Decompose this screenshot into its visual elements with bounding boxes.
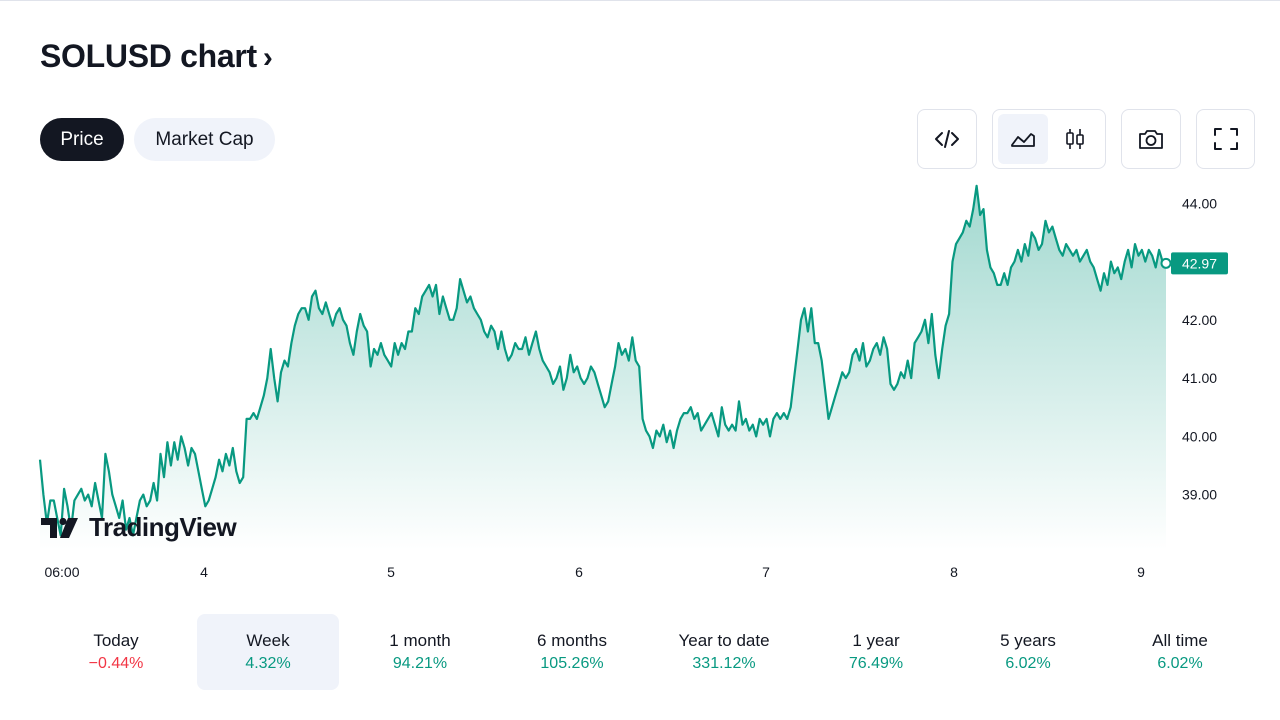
embed-button[interactable] [917,109,977,169]
x-axis: 06:00 4 5 6 7 8 9 [44,564,1145,580]
last-price-label: 42.97 [1182,255,1217,271]
chart-style-toggle [992,109,1106,169]
period-value: 94.21% [392,655,448,672]
y-tick-label: 39.00 [1182,487,1217,503]
period-value: 4.32% [245,655,291,672]
camera-icon [1139,130,1163,149]
tab-market-cap[interactable]: Market Cap [134,118,275,161]
period-label: 6 months [537,631,607,650]
tab-price[interactable]: Price [40,118,124,161]
x-tick-label: 5 [387,564,395,580]
code-icon [935,130,959,148]
tab-price-label: Price [60,128,104,150]
y-tick-label: 44.00 [1182,195,1217,211]
period-1-year[interactable]: 1 year 76.49% [805,614,947,690]
area-style-button[interactable] [998,114,1048,164]
y-axis: 44.00 42.00 41.00 40.00 39.00 [1182,195,1217,502]
snapshot-button[interactable] [1121,109,1181,169]
area-chart-icon [1011,133,1035,147]
tradingview-wordmark: TradingView [89,512,237,542]
x-tick-label: 9 [1137,564,1145,580]
period-value: −0.44% [88,655,144,672]
period-1-month[interactable]: 1 month 94.21% [349,614,491,690]
page-title-text: SOLUSD chart [40,38,257,74]
fullscreen-button[interactable] [1196,109,1255,169]
period-year-to-date[interactable]: Year to date 331.12% [653,614,795,690]
x-tick-label: 7 [762,564,770,580]
y-tick-label: 42.00 [1182,312,1217,328]
x-tick-label: 4 [200,564,208,580]
tab-market-cap-label: Market Cap [155,128,254,150]
last-price-badge [1171,252,1228,275]
period-week[interactable]: Week 4.32% [197,614,339,690]
period-label: 5 years [1000,631,1056,650]
page-title[interactable]: SOLUSD chart › [40,38,273,75]
tradingview-logo-icon [41,517,78,538]
tradingview-logo[interactable]: TradingView [41,512,237,543]
candlestick-icon [1066,129,1084,149]
period-label: All time [1152,631,1208,650]
candles-style-button[interactable] [1050,114,1100,164]
period-label: Year to date [678,631,770,650]
fullscreen-icon [1213,128,1238,150]
period-value: 6.02% [1005,655,1051,672]
top-divider [0,0,1280,1]
price-area-fill [40,185,1166,551]
last-price-marker: 42.97 [1160,252,1228,275]
period-value: 105.26% [540,655,604,672]
last-price-dot [1160,257,1172,269]
period-label: Today [93,631,139,650]
x-tick-label: 06:00 [44,564,79,580]
price-chart[interactable]: 44.00 42.00 41.00 40.00 39.00 06:00 4 5 6 7 8 9 42… [0,180,1280,580]
y-tick-label: 41.00 [1182,370,1217,386]
period-label: Week [246,631,290,650]
y-tick-label: 40.00 [1182,428,1217,444]
performance-periods: Today −0.44% Week 4.32% 1 month 94.21% 6… [40,614,1240,690]
price-line [38,184,1167,537]
period-value: 331.12% [692,655,756,672]
period-value: 76.49% [848,655,904,672]
chevron-right-icon: › [262,40,273,74]
x-tick-label: 6 [575,564,583,580]
x-tick-label: 8 [950,564,958,580]
period-all-time[interactable]: All time 6.02% [1109,614,1251,690]
period-today[interactable]: Today −0.44% [45,614,187,690]
period-5-years[interactable]: 5 years 6.02% [957,614,1099,690]
period-label: 1 month [389,631,451,650]
period-value: 6.02% [1157,655,1203,672]
period-6-months[interactable]: 6 months 105.26% [501,614,643,690]
period-label: 1 year [852,631,900,650]
